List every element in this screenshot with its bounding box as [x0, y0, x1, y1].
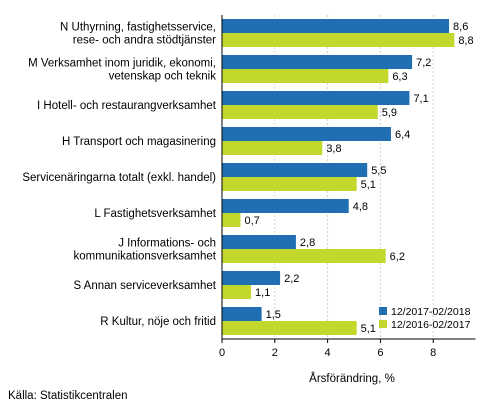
legend-swatch [379, 307, 387, 315]
bar [222, 285, 252, 299]
category-group: S Annan serviceverksamhet 2,2 1,1 [73, 271, 299, 299]
data-label: 0,7 [244, 215, 259, 227]
category-label: H Transport och magasinering [62, 136, 216, 148]
x-tick-label: 6 [377, 347, 383, 359]
category-group: Servicenäringarna totalt (exkl. handel) 5… [22, 163, 386, 191]
bar [222, 55, 413, 69]
bar [222, 69, 389, 83]
category-group: H Transport och magasinering 6,4 3,8 [62, 127, 410, 155]
x-tick-label: 8 [430, 347, 436, 359]
data-label: 2,2 [284, 273, 299, 285]
category-group: L Fastighetsverksamhet 4,8 0,7 [94, 199, 368, 227]
data-label: 7,1 [413, 93, 428, 105]
x-axis-label: Årsförändring, % [309, 372, 395, 385]
category-group: I Hotell- och restaurangverksamhet 7,1 5,9 [37, 91, 429, 119]
data-label: 1,1 [255, 287, 270, 299]
x-ticks: 0 2 4 6 8 [219, 339, 436, 359]
data-label: 8,6 [453, 21, 468, 33]
category-label: L Fastighetsverksamhet [94, 208, 216, 220]
bar [222, 249, 386, 263]
data-label: 8,8 [458, 35, 473, 47]
data-label: 7,2 [416, 57, 431, 69]
data-label: 5,5 [371, 165, 386, 177]
data-label: 5,9 [382, 107, 397, 119]
category-group: M Verksamhet inom juridik, ekonomi,veten… [28, 55, 431, 83]
category-label: S Annan serviceverksamhet [73, 280, 216, 292]
bar [222, 141, 323, 155]
legend-label: 12/2016-02/2017 [391, 319, 471, 331]
category-label: R Kultur, nöje och fritid [100, 316, 216, 328]
bar [222, 271, 281, 285]
bar [222, 321, 357, 335]
x-tick-label: 0 [219, 347, 225, 359]
legend-swatch [379, 320, 387, 328]
data-label: 4,8 [353, 201, 368, 213]
data-label: 5,1 [361, 179, 376, 191]
bar [222, 163, 368, 177]
x-tick-label: 4 [325, 347, 331, 359]
category-label: I Hotell- och restaurangverksamhet [37, 100, 217, 112]
category-group: R Kultur, nöje och fritid 1,5 5,1 [100, 307, 376, 335]
category-label: vetenskap och teknik [109, 71, 217, 83]
bar [222, 177, 357, 191]
category-label: M Verksamhet inom juridik, ekonomi, [28, 58, 216, 70]
bar [222, 213, 241, 227]
category-label: rese- och andra stödtjänster [73, 35, 216, 47]
bar [222, 235, 296, 249]
category-label: Servicenäringarna totalt (exkl. handel) [22, 172, 216, 184]
category-label: kommunikationsverksamhet [73, 251, 216, 263]
data-label: 5,1 [361, 323, 376, 335]
category-label: J Informations- och [118, 238, 216, 250]
data-label: 6,4 [395, 129, 410, 141]
bar [222, 19, 450, 33]
data-label: 1,5 [266, 309, 281, 321]
bar [222, 307, 262, 321]
legend-label: 12/2017-02/2018 [391, 306, 471, 318]
source-note: Källa: Statistikcentralen [8, 390, 128, 402]
bar [222, 127, 391, 141]
bar [222, 199, 349, 213]
bar [222, 91, 410, 105]
category-group: J Informations- ochkommunikationsverksam… [73, 235, 405, 263]
bar [222, 105, 378, 119]
category-label: N Uthyrning, fastighetsservice, [60, 22, 216, 34]
category-group: N Uthyrning, fastighetsservice,rese- och… [60, 19, 474, 47]
data-label: 3,8 [326, 143, 341, 155]
data-label: 6,3 [392, 71, 407, 83]
data-label: 2,8 [300, 237, 315, 249]
bar [222, 33, 455, 47]
x-tick-label: 2 [272, 347, 278, 359]
data-label: 6,2 [390, 251, 405, 263]
